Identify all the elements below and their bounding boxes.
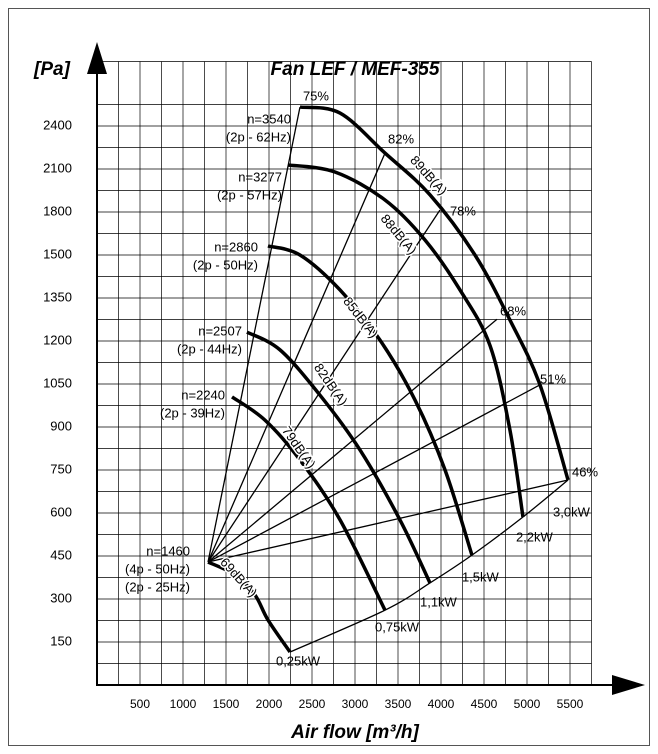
power-label: 0,75kW [375,620,420,635]
speed-label: n=3540 [247,112,291,127]
x-axis-label: Air flow [m³/h] [290,722,419,743]
y-tick-label: 600 [50,504,72,519]
speed-note: (2p - 25Hz) [125,579,190,594]
speed-note: (2p - 62Hz) [226,130,291,145]
y-tick-label: 2400 [43,117,72,132]
power-label: 1,1kW [420,594,458,609]
x-tick-label: 2500 [299,697,326,711]
y-tick-label: 150 [50,633,72,648]
efficiency-label: 78% [450,203,476,218]
efficiency-label: 82% [388,132,414,147]
y-tick-label: 1800 [43,203,72,218]
x-tick-label: 1500 [213,697,240,711]
noise-label: 82dB(A) [311,361,351,409]
x-tick-label: 2000 [256,697,283,711]
efficiency-line [207,152,386,563]
x-tick-label: 500 [130,697,150,711]
speed-curve [287,163,525,518]
x-tick-label: 3000 [342,697,369,711]
speed-label: n=3277 [238,169,282,184]
x-tick-label: 3500 [385,697,412,711]
speed-note: (2p - 57Hz) [217,187,282,202]
x-tick-label: 4000 [428,697,455,711]
power-label: 2,2kW [516,529,554,544]
speed-curve [207,560,292,654]
y-tick-label: 750 [50,461,72,476]
efficiency-line [207,479,569,563]
speed-note: (2p - 44Hz) [177,342,242,357]
y-tick-label: 1350 [43,289,72,304]
y-tick-label: 900 [50,418,72,433]
frame [8,8,650,746]
speed-curve [299,105,570,481]
noise-label: 85dB(A) [340,294,381,341]
power-label: 3,0kW [553,504,591,519]
speed-label: n=1460 [146,543,190,558]
y-tick-label: 300 [50,590,72,605]
y-tick-label: 450 [50,547,72,562]
efficiency-line [207,209,441,563]
noise-label: 88dB(A) [378,211,420,257]
x-axis-arrow [612,675,645,695]
speed-note: (4p - 50Hz) [125,561,190,576]
y-axis-label: [Pa] [33,59,71,80]
speed-note: (2p - 39Hz) [160,405,225,420]
speed-label: n=2507 [198,324,242,339]
speed-curve [246,330,432,584]
speed-curve [231,395,387,611]
efficiency-label: 51% [540,371,566,386]
noise-label: 79dB(A) [279,424,319,472]
power-label: 1,5kW [462,570,500,585]
speed-curve [267,244,474,556]
efficiency-label: 46% [572,464,598,479]
x-tick-label: 5500 [557,697,584,711]
y-tick-label: 1050 [43,375,72,390]
power-label: 0,25kW [276,653,321,668]
speed-label: n=2860 [214,239,258,254]
efficiency-label: 75% [303,89,329,104]
speed-label: n=2240 [181,387,225,402]
y-tick-label: 2100 [43,160,72,175]
speed-note: (2p - 50Hz) [193,257,258,272]
x-tick-label: 4500 [471,697,498,711]
y-tick-label: 1200 [43,332,72,347]
x-tick-label: 5000 [514,697,541,711]
x-tick-label: 1000 [170,697,197,711]
y-axis-arrow [87,42,107,74]
y-tick-label: 1500 [43,246,72,261]
